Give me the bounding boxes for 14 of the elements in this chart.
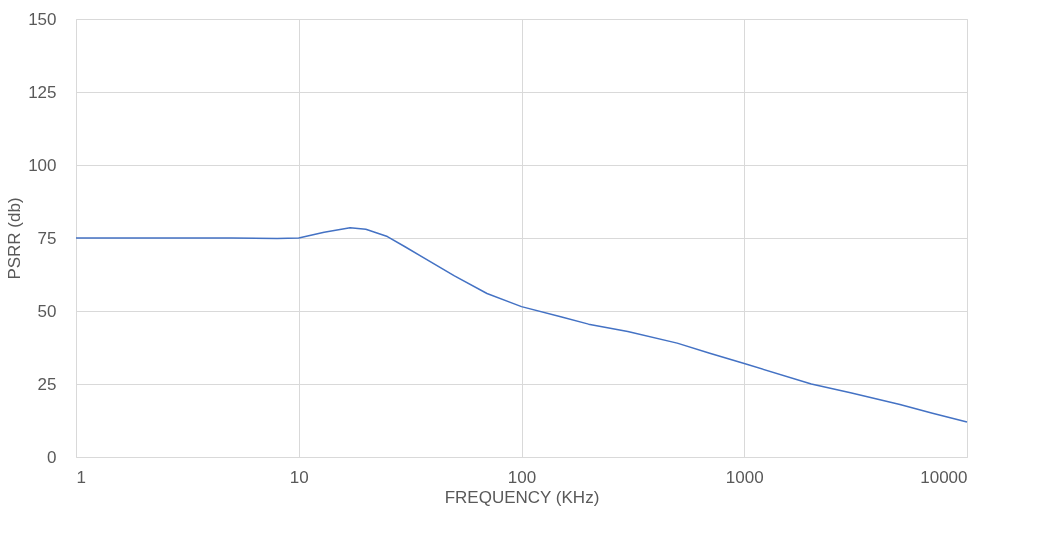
y-tick-label: 25 — [37, 374, 57, 394]
x-tick-label: 1000 — [725, 467, 764, 487]
y-axis-title: PSRR (db) — [5, 197, 25, 280]
y-tick-label: 150 — [28, 9, 57, 29]
x-tick-label: 100 — [507, 467, 537, 487]
y-tick-label: 125 — [28, 82, 57, 102]
y-tick-label: 50 — [37, 301, 57, 321]
x-tick-label: 10 — [289, 467, 309, 487]
x-axis-title: FREQUENCY (KHz) — [444, 487, 600, 507]
y-tick-label: 75 — [37, 228, 57, 248]
y-tick-label: 0 — [47, 447, 57, 467]
x-tick-label: 10000 — [920, 467, 968, 487]
x-tick-label: 1 — [76, 467, 86, 487]
y-tick-label: 100 — [28, 155, 57, 175]
